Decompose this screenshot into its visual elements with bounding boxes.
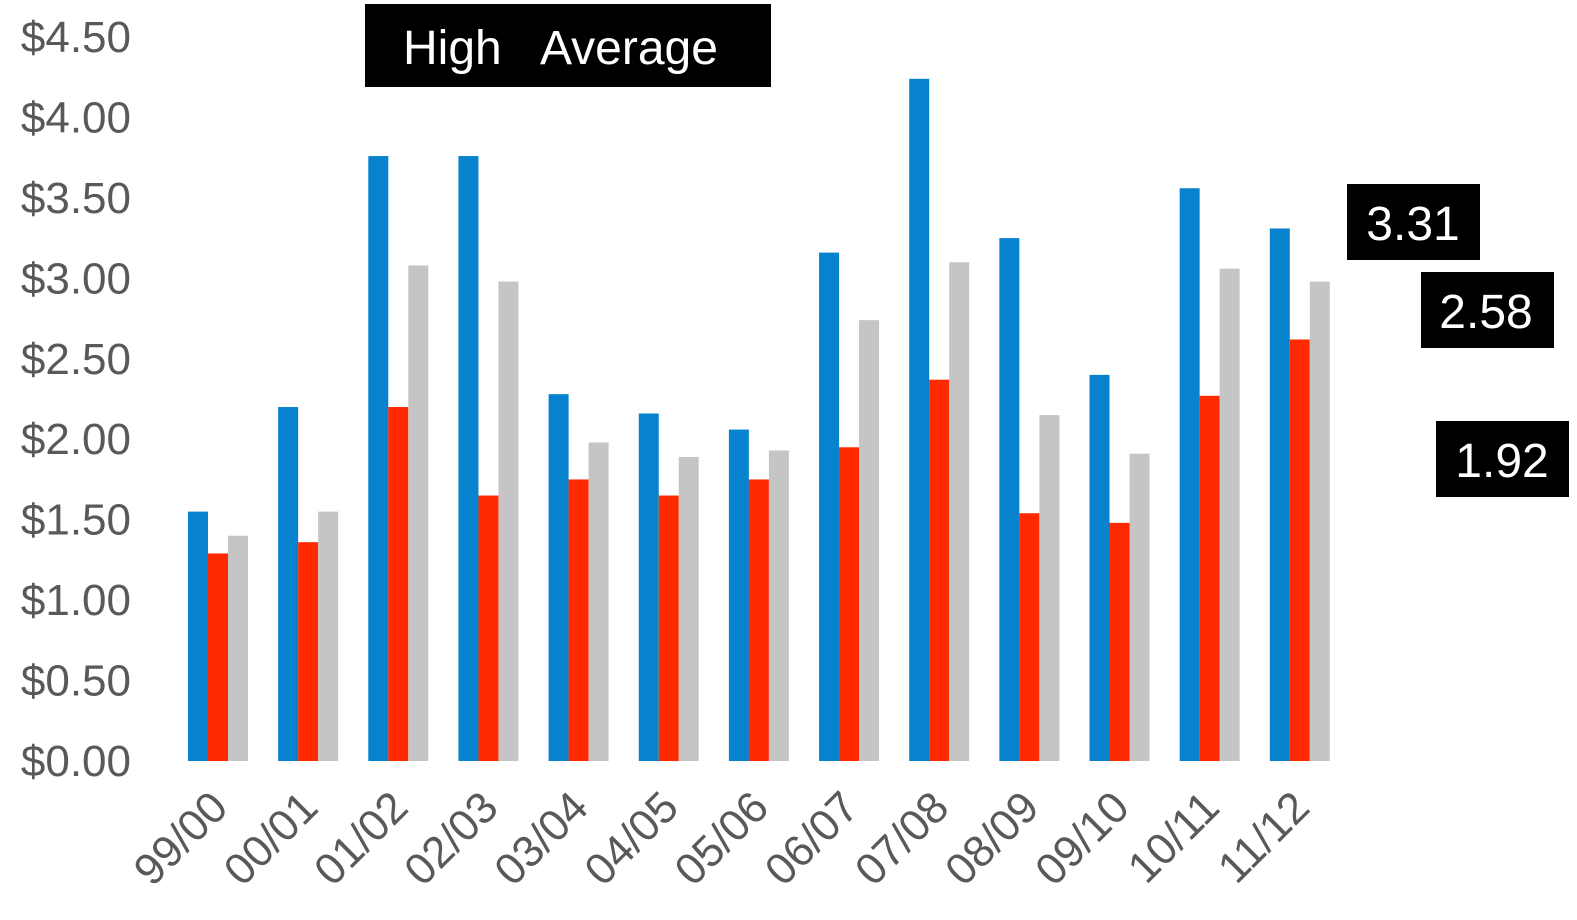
y-tick-label: $2.50 bbox=[21, 335, 131, 384]
value-label-2-box bbox=[1421, 272, 1554, 348]
bars bbox=[188, 78, 1330, 762]
bar-00-01-series-3 bbox=[318, 511, 339, 761]
y-tick-label: $4.50 bbox=[21, 13, 131, 62]
bar-09-10-series-2 bbox=[1109, 522, 1130, 761]
value-label-3-box bbox=[1436, 421, 1569, 497]
x-tick-label: 11/12 bbox=[1209, 782, 1319, 892]
bar-01-02-series-1 bbox=[368, 156, 389, 761]
bar-07-08-series-1 bbox=[909, 78, 930, 761]
value-label-1-text: 3.31 bbox=[1366, 198, 1459, 251]
x-tick-label: 03/04 bbox=[485, 782, 598, 895]
bar-05-06-series-2 bbox=[748, 479, 769, 761]
bar-10-11-series-1 bbox=[1179, 188, 1200, 762]
bar-03-04-series-3 bbox=[588, 442, 609, 761]
bar-00-01-series-2 bbox=[298, 542, 319, 761]
x-tick-label: 00/01 bbox=[215, 782, 328, 895]
value-label-3: 1.92 bbox=[1436, 421, 1569, 497]
bar-08-09-series-3 bbox=[1039, 415, 1060, 761]
x-tick-label: 04/05 bbox=[575, 782, 688, 895]
bar-01-02-series-2 bbox=[388, 407, 409, 761]
bar-06-07-series-2 bbox=[839, 447, 860, 761]
x-tick-label: 02/03 bbox=[395, 782, 508, 895]
bar-10-11-series-2 bbox=[1199, 395, 1220, 761]
bar-11-12-series-1 bbox=[1269, 228, 1290, 762]
y-tick-label: $2.00 bbox=[21, 415, 131, 464]
x-tick-label: 10/11 bbox=[1119, 782, 1229, 892]
x-tick-label: 07/08 bbox=[846, 782, 959, 895]
x-tick-label: 08/09 bbox=[936, 782, 1049, 895]
x-tick-label: 09/10 bbox=[1026, 782, 1139, 895]
bar-99-00-series-1 bbox=[188, 511, 208, 761]
bar-01-02-series-3 bbox=[408, 265, 429, 761]
bar-09-10-series-1 bbox=[1089, 374, 1110, 761]
bar-99-00-series-3 bbox=[228, 535, 248, 761]
value-label-1-box bbox=[1347, 184, 1480, 260]
bar-11-12-series-2 bbox=[1289, 339, 1310, 761]
bar-07-08-series-2 bbox=[929, 379, 950, 761]
y-axis: $0.00 $0.50 $1.00 $1.50 $2.00 $2.50 $3.00 $3.50… bbox=[21, 13, 131, 786]
bar-04-05-series-2 bbox=[658, 495, 679, 761]
bar-04-05-series-1 bbox=[638, 413, 659, 761]
legend-background bbox=[365, 4, 771, 87]
x-axis: 99/0000/0101/0202/0303/0404/0505/0606/07… bbox=[125, 782, 1319, 895]
value-label-2-text: 2.58 bbox=[1439, 286, 1532, 339]
bar-07-08-series-3 bbox=[949, 262, 970, 761]
value-label-3-text: 1.92 bbox=[1455, 435, 1548, 488]
x-tick-label: 05/06 bbox=[665, 782, 778, 895]
bar-06-07-series-3 bbox=[859, 320, 880, 761]
bar-02-03-series-3 bbox=[498, 281, 519, 761]
y-tick-label: $1.50 bbox=[21, 496, 131, 545]
bar-02-03-series-2 bbox=[478, 495, 499, 761]
legend-separator bbox=[500, 14, 528, 78]
y-tick-label: $4.00 bbox=[21, 93, 131, 142]
bar-02-03-series-1 bbox=[458, 156, 479, 761]
bar-11-12-series-3 bbox=[1309, 281, 1330, 761]
bar-08-09-series-2 bbox=[1019, 513, 1040, 761]
bar-05-06-series-1 bbox=[728, 429, 749, 761]
value-label-1: 3.31 bbox=[1347, 184, 1480, 260]
bar-04-05-series-3 bbox=[678, 456, 699, 761]
y-tick-label: $0.50 bbox=[21, 657, 131, 706]
legend-box: High Average bbox=[365, 4, 771, 87]
y-tick-label: $0.00 bbox=[21, 737, 131, 786]
bar-00-01-series-1 bbox=[278, 407, 299, 761]
bar-05-06-series-3 bbox=[768, 450, 789, 761]
y-tick-label: $3.50 bbox=[21, 174, 131, 223]
value-label-2: 2.58 bbox=[1421, 272, 1554, 348]
bar-08-09-series-1 bbox=[999, 238, 1020, 762]
x-tick-label: 99/00 bbox=[125, 782, 238, 895]
bar-99-00-series-2 bbox=[208, 553, 228, 761]
y-tick-label: $1.00 bbox=[21, 576, 131, 625]
legend-label-high: High bbox=[403, 22, 502, 75]
bar-09-10-series-3 bbox=[1129, 453, 1150, 761]
bar-10-11-series-3 bbox=[1219, 268, 1240, 761]
x-tick-label: 01/02 bbox=[305, 782, 418, 895]
bar-06-07-series-1 bbox=[819, 252, 840, 761]
bar-03-04-series-2 bbox=[568, 479, 589, 761]
legend-label-average: Average bbox=[540, 22, 718, 75]
y-tick-label: $3.00 bbox=[21, 254, 131, 303]
bar-03-04-series-1 bbox=[548, 394, 569, 761]
x-tick-label: 06/07 bbox=[756, 782, 869, 895]
